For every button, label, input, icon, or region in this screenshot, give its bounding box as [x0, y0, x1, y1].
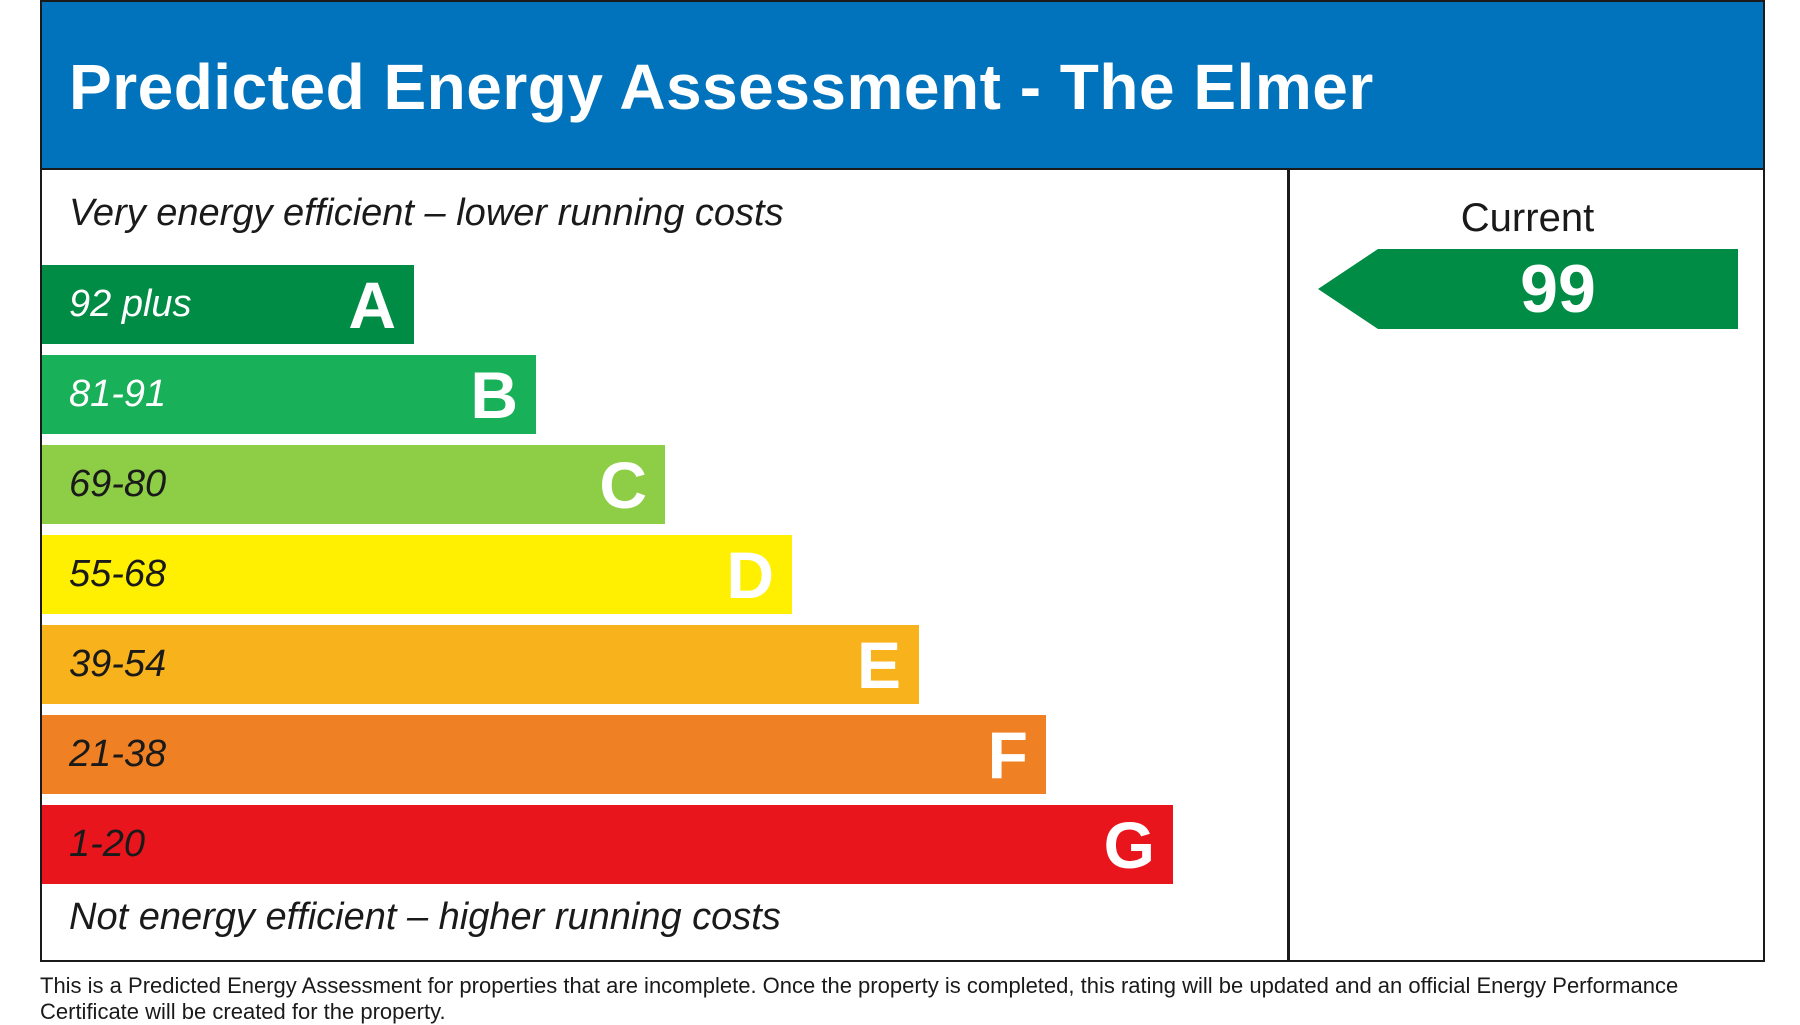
efficient-label: Very energy efficient – lower running co… — [69, 192, 784, 234]
band-letter: F — [987, 718, 1028, 792]
band-letter: C — [599, 448, 647, 522]
current-rating-value: 99 — [1520, 251, 1596, 327]
band-range-label: 39-54 — [69, 643, 167, 685]
band-range-label: 1-20 — [69, 823, 146, 865]
band-range-label: 21-38 — [69, 733, 167, 775]
band-letter: B — [470, 358, 518, 432]
band-range-label: 69-80 — [69, 463, 167, 505]
band-letter: A — [348, 268, 396, 342]
inefficient-label: Not energy efficient – higher running co… — [69, 896, 781, 938]
band-range-label: 81-91 — [69, 373, 167, 415]
band-g: 1-20 G — [42, 805, 1173, 884]
band-letter: D — [726, 538, 774, 612]
band-f: 21-38 F — [42, 715, 1046, 794]
band-d: 55-68 D — [42, 535, 792, 614]
current-heading: Current — [1460, 196, 1595, 240]
band-a: 92 plus A — [42, 265, 414, 344]
band-letter: G — [1103, 808, 1155, 882]
band-range-label: 92 plus — [69, 283, 192, 325]
chart-frame — [40, 0, 1765, 962]
band-range-label: 55-68 — [69, 553, 167, 595]
column-divider — [1287, 170, 1290, 962]
current-rating-arrow — [1318, 249, 1738, 329]
footnote: This is a Predicted Energy Assessment fo… — [40, 973, 1679, 1024]
header-banner: Predicted Energy Assessment - The Elmer — [40, 0, 1765, 170]
current-rating-arrow-shape — [1318, 249, 1738, 329]
band-c: 69-80 C — [42, 445, 665, 524]
band-letter: E — [856, 628, 901, 702]
page-title: Predicted Energy Assessment - The Elmer — [69, 51, 1374, 123]
band-b: 81-91 B — [42, 355, 536, 434]
band-e: 39-54 E — [42, 625, 919, 704]
